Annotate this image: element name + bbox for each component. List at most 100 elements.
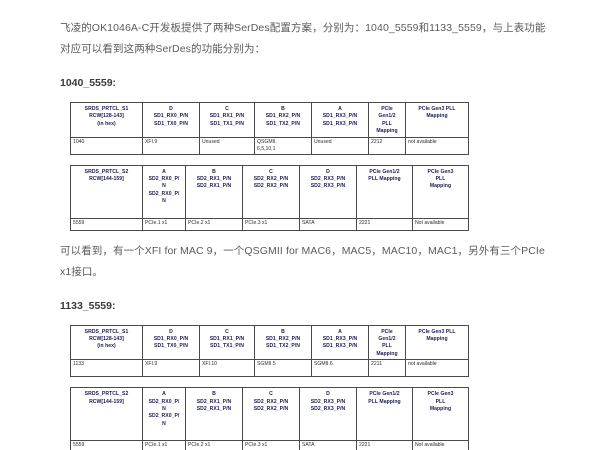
cell-line: Not available: [415, 442, 445, 449]
header-cell-pcie-gen12: PCIe Gen1/2 PLL Mapping: [368, 324, 406, 361]
serdes-table-5559-s2-a: SRDS_PRTCL_S2 RCW[144-159] A SD2_RX0_P/ …: [70, 164, 469, 231]
cell-line: not available: [408, 138, 437, 145]
header-line: SD1_RX0_P/N: [153, 113, 189, 120]
table-header-row: SRDS_PRTCL_S2 RCW[144-159] A SD2_RX0_P/ …: [70, 164, 469, 219]
cell-pcie-gen3-value: Not available: [412, 217, 469, 231]
cell-line: 2212: [371, 138, 383, 145]
header-line: B: [281, 106, 285, 112]
cell-lane-a-value: Unused: [311, 136, 369, 155]
cell-lane-b-value: PCIe.2 x1: [185, 440, 243, 450]
cell-line: PCIe.1 x1: [145, 219, 168, 226]
cell-line: PCIe.2 x1: [188, 442, 211, 449]
header-cell-protocol: SRDS_PRTCL_S1 RCW[128-143] (in hex): [70, 102, 143, 138]
header-line: A: [338, 106, 342, 112]
section-label-1133: 1133_5559:: [60, 299, 116, 312]
header-line: SD2_RX2_P/N: [253, 176, 289, 183]
header-line: PLL: [435, 176, 446, 183]
table-wrap-1133-s1: SRDS_PRTCL_S1 RCW[128-143] (in hex) D SD…: [70, 324, 469, 378]
table-row: 1040 XFI.9 Unused QSGMII. 6,5,10,1: [70, 136, 469, 155]
header-line: B: [212, 391, 216, 398]
header-line: PCIe Gen3: [427, 391, 454, 398]
header-cell-lane-d: D SD2_RX3_P/N SD2_RX3_P/N: [299, 387, 357, 442]
header-line: SD2_RX2_P/N: [253, 406, 289, 413]
table-header-row: SRDS_PRTCL_S2 RCW[144-159] A SD2_RX0_P/ …: [70, 387, 469, 442]
header-cell-lane-b: B SD2_RX1_P/N SD2_RX1_P/N: [185, 387, 243, 442]
cell-line: Unused: [202, 138, 220, 145]
serdes-table-1040-s1: SRDS_PRTCL_S1 RCW[128-143] (in hex) D SD…: [70, 102, 469, 155]
cell-lane-c-value: PCIe.3 x1: [242, 217, 300, 231]
header-line: Mapping: [429, 406, 452, 413]
table-row: 5559 PCIe.1 x1 PCIe.2 x1 PCIe.3 x1 SATA: [70, 440, 469, 450]
cell-line: Not available: [415, 219, 445, 226]
header-line: SRDS_PRTCL_S1: [84, 328, 129, 335]
header-line: SD1_RX3_P/N: [322, 343, 358, 350]
intro-paragraph: 飞凌的OK1046A-C开发板提供了两种SerDes配置方案，分别为：1040_…: [60, 22, 546, 55]
cell-line: 5559: [73, 442, 85, 449]
table-wrap-1040-s1: SRDS_PRTCL_S1 RCW[128-143] (in hex) D SD…: [70, 102, 469, 155]
header-line: A: [162, 391, 166, 398]
header-line: A: [162, 168, 166, 175]
header-line: Gen1/2: [378, 113, 396, 120]
header-line: SD1_TX2_P/N: [266, 120, 300, 127]
header-line: D: [169, 106, 173, 112]
header-line: PLL: [382, 343, 392, 350]
cell-protocol-value: 1133: [70, 359, 143, 378]
cell-line: SATA: [302, 219, 315, 226]
header-line: D: [169, 328, 173, 335]
header-cell-lane-c: C SD2_RX2_P/N SD2_RX2_P/N: [242, 164, 300, 219]
cell-pcie-gen12-value: 2212: [368, 136, 406, 155]
header-cell-pcie-gen12: PCIe Gen1/2 PLL Mapping: [356, 164, 413, 219]
cell-line: 2221: [359, 219, 371, 226]
header-cell-lane-d: D SD1_RX0_P/N SD1_TX0_P/N: [142, 324, 200, 361]
cell-line: QSGMII.: [257, 138, 277, 145]
header-line: PLL Mapping: [368, 398, 401, 405]
header-cell-lane-d: D SD2_RX3_P/N SD2_RX3_P/N: [299, 164, 357, 219]
table-header: SRDS_PRTCL_S2 RCW[144-159] A SD2_RX0_P/ …: [70, 387, 469, 442]
section-label-1040: 1040_5559:: [60, 77, 117, 89]
header-line: SD2_RX0_P/: [148, 176, 180, 183]
header-line: SD1_TX1_P/N: [210, 120, 244, 127]
header-line: SD1_RX0_P/N: [153, 336, 189, 343]
serdes-table-5559-s2-b: SRDS_PRTCL_S2 RCW[144-159] A SD2_RX0_P/ …: [70, 387, 469, 450]
cell-line: 2221: [359, 442, 371, 449]
header-line: SD2_RX3_P/N: [310, 406, 346, 413]
cell-line: Unused: [314, 138, 332, 145]
table-row: 5559 PCIe.1 x1 PCIe.2 x1 PCIe.3 x1 SATA: [70, 217, 469, 231]
cell-line: SATA: [302, 442, 315, 449]
header-line: Mapping: [426, 336, 448, 343]
cell-lane-d-value: XFI.9: [142, 359, 200, 378]
header-line: N: [162, 406, 166, 413]
header-cell-lane-b: B SD2_RX1_P/N SD2_RX1_P/N: [185, 164, 243, 219]
header-cell-protocol: SRDS_PRTCL_S2 RCW[144-159]: [70, 387, 143, 442]
cell-lane-a-value: PCIe.1 x1: [142, 217, 186, 231]
header-line: RCW[144-159]: [89, 176, 124, 183]
header-line: SD1_RX2_P/N: [265, 336, 301, 343]
header-line: PCIe Gen3 PLL: [418, 106, 456, 112]
header-line: Mapping: [429, 183, 452, 190]
table-body: 1040 XFI.9 Unused QSGMII. 6,5,10,1: [70, 136, 469, 155]
table-row: 1133 XFI.9 XFI.10 SGMII.5 SGMII.6: [70, 359, 469, 378]
cell-lane-a-value: SGMII.6: [311, 359, 369, 378]
cell-line: 5559: [73, 219, 85, 226]
header-line: SD2_RX1_P/N: [196, 176, 232, 183]
header-line: C: [269, 391, 273, 398]
cell-pcie-gen12-value: 2211: [368, 359, 406, 378]
header-cell-pcie-gen12: PCIe Gen1/2 PLL Mapping: [368, 102, 406, 138]
header-line: PLL: [382, 120, 392, 127]
header-line: N: [162, 198, 166, 205]
header-line: SD1_TX2_P/N: [266, 343, 300, 350]
header-line: D: [326, 391, 330, 398]
table-body: 5559 PCIe.1 x1 PCIe.2 x1 PCIe.3 x1 SATA: [70, 440, 469, 450]
header-line: SD2_RX3_P/N: [310, 398, 346, 405]
header-cell-protocol: SRDS_PRTCL_S2 RCW[144-159]: [70, 164, 143, 219]
table-header: SRDS_PRTCL_S2 RCW[144-159] A SD2_RX0_P/ …: [70, 164, 469, 219]
table-body: 5559 PCIe.1 x1 PCIe.2 x1 PCIe.3 x1 SATA: [70, 217, 469, 231]
header-line: SD1_RX1_P/N: [209, 336, 245, 343]
cell-line: 6,5,10,1: [257, 145, 276, 152]
cell-protocol-value: 5559: [70, 440, 143, 450]
header-line: SD2_RX1_P/N: [196, 183, 232, 190]
header-line: Mapping: [376, 350, 398, 357]
cell-protocol-value: 5559: [70, 217, 143, 231]
header-line: SD1_RX3_P/N: [322, 113, 358, 120]
